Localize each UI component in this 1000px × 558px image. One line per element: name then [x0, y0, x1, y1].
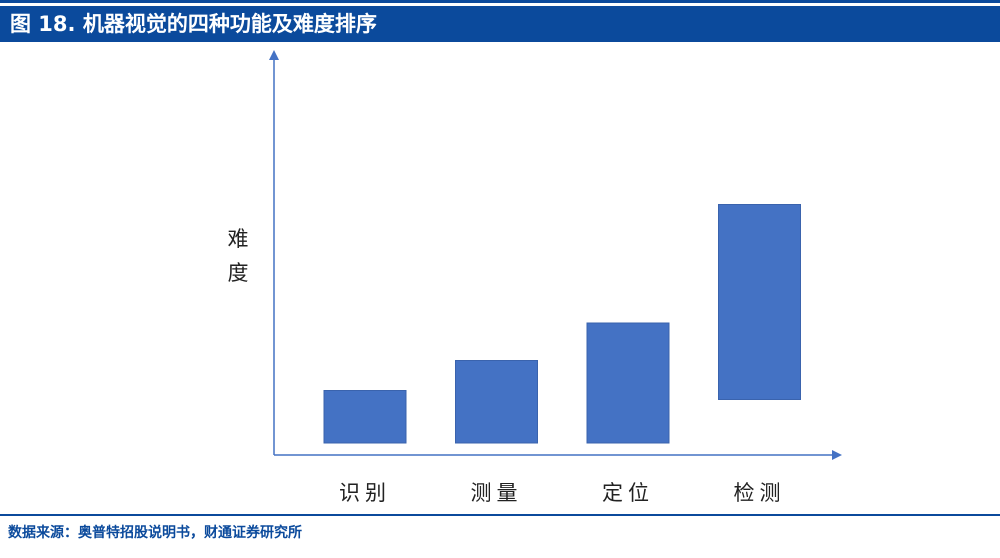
figure-title: 图 18. 机器视觉的四种功能及难度排序 [0, 6, 1000, 42]
y-axis-label-char: 难 [228, 227, 249, 251]
x-tick-labels: 识别 测量 定位 检测 [339, 481, 786, 505]
x-tick-label: 识别 [339, 481, 391, 505]
bars-layer [323, 204, 801, 444]
top-rule [0, 0, 1000, 3]
bar-1 [323, 390, 407, 444]
x-tick-label: 检测 [734, 481, 786, 505]
y-axis-label-char: 度 [228, 261, 249, 285]
bar-4 [718, 204, 801, 400]
bottom-rule [0, 514, 1000, 516]
source-note: 数据来源：奥普特招股说明书，财通证券研究所 [8, 525, 302, 541]
y-axis-label: 难度 [228, 227, 249, 285]
bar-3 [586, 322, 670, 444]
x-tick-label: 定位 [602, 481, 654, 505]
x-tick-label: 测量 [471, 481, 523, 505]
chart: 难度 识别 测量 定位 检测 [228, 50, 842, 505]
bar-2 [455, 360, 538, 444]
